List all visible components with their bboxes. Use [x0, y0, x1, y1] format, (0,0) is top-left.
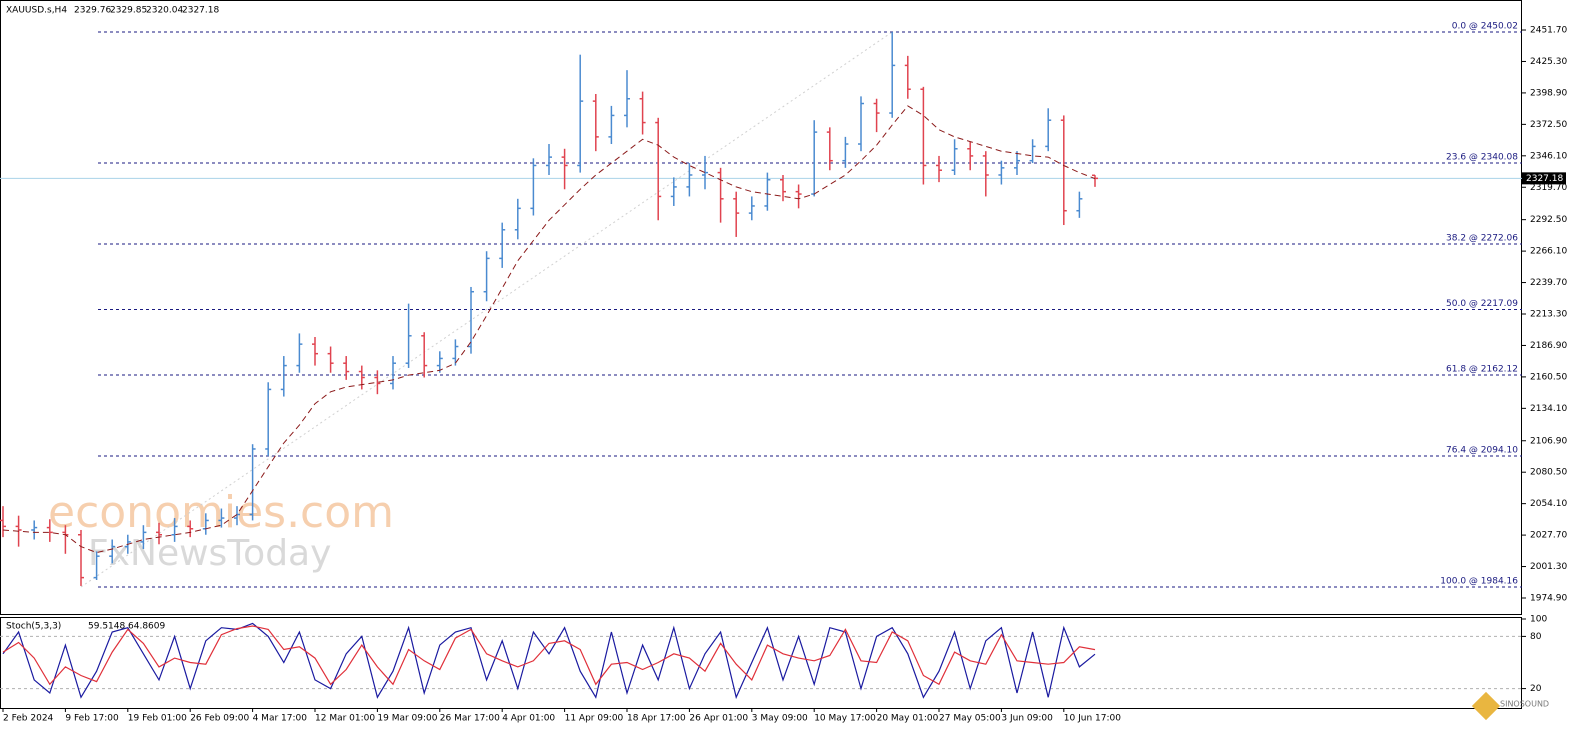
- y-tick-label: 2213.30: [1530, 310, 1567, 320]
- fib-label: 61.8 @ 2162.12: [1446, 364, 1518, 374]
- y-tick-label: 2346.10: [1530, 151, 1567, 161]
- x-tick-label: 3 Jun 09:00: [1001, 714, 1053, 724]
- y-tick-label: 2134.10: [1530, 404, 1567, 414]
- header-low: 2320.04: [146, 6, 183, 16]
- y-tick-label: 2372.50: [1530, 120, 1567, 130]
- x-tick-label: 9 Feb 17:00: [65, 714, 119, 724]
- x-tick-label: 20 May 01:00: [877, 714, 939, 724]
- y-tick-label: 2080.50: [1530, 468, 1567, 478]
- header-high: 2329.85: [110, 6, 147, 16]
- y-tick-label: 2319.70: [1530, 183, 1567, 193]
- y-tick-label: 100: [1530, 615, 1547, 625]
- x-tick-label: 26 Feb 09:00: [190, 714, 249, 724]
- y-tick-label: 2239.70: [1530, 278, 1567, 288]
- logo-text: SINOSOUND: [1500, 700, 1549, 709]
- price-label: 2327.18: [1526, 174, 1563, 184]
- y-tick-label: 2027.70: [1530, 531, 1567, 541]
- stoch-k-last: 59.5148: [88, 622, 125, 632]
- y-tick-label: 2160.50: [1530, 372, 1567, 382]
- fib-label: 23.6 @ 2340.08: [1446, 152, 1518, 162]
- fib-label: 38.2 @ 2272.06: [1446, 234, 1518, 244]
- fib-label: 50.0 @ 2217.09: [1446, 299, 1518, 309]
- y-tick-label: 2398.90: [1530, 88, 1567, 98]
- x-tick-label: 18 Apr 17:00: [627, 714, 686, 724]
- y-tick-label: 20: [1530, 684, 1542, 694]
- y-tick-label: 2001.30: [1530, 562, 1567, 572]
- stoch-pane: [0, 617, 1522, 709]
- y-tick-label: 2054.10: [1530, 499, 1567, 509]
- x-tick-label: 19 Feb 01:00: [128, 714, 187, 724]
- stoch-line: [2, 625, 1096, 686]
- x-tick-label: 10 May 17:00: [814, 714, 876, 724]
- x-tick-label: 3 May 09:00: [752, 714, 808, 724]
- y-tick-label: 2292.50: [1530, 215, 1567, 225]
- x-tick-label: 2 Feb 2024: [3, 714, 54, 724]
- stoch-line: [2, 622, 1096, 700]
- header-open: 2329.76: [74, 6, 111, 16]
- x-tick-label: 11 Apr 09:00: [565, 714, 624, 724]
- header-close: 2327.18: [182, 6, 219, 16]
- fib-label: 100.0 @ 1984.16: [1440, 576, 1518, 586]
- x-tick-label: 27 May 05:00: [939, 714, 1001, 724]
- y-tick-label: 1974.90: [1530, 593, 1567, 603]
- x-tick-label: 4 Mar 17:00: [253, 714, 308, 724]
- y-tick-label: 2186.90: [1530, 341, 1567, 351]
- main-pane: [0, 0, 1522, 615]
- fib-label: 0.0 @ 2450.02: [1452, 22, 1518, 32]
- stoch-title: Stoch(5,3,3): [6, 622, 61, 632]
- stoch-d-last: 64.8609: [128, 622, 165, 632]
- symbol-title: XAUUSD.s,H4: [6, 6, 67, 16]
- y-tick-label: 2266.10: [1530, 247, 1567, 257]
- x-tick-label: 4 Apr 01:00: [502, 714, 555, 724]
- y-tick-label: 2451.70: [1530, 26, 1567, 36]
- y-tick-label: 2425.30: [1530, 57, 1567, 67]
- fib-label: 76.4 @ 2094.10: [1446, 445, 1518, 455]
- x-tick-label: 26 Apr 01:00: [689, 714, 748, 724]
- x-tick-label: 19 Mar 09:00: [377, 714, 437, 724]
- moving-average: [2, 105, 1096, 554]
- price-label-box: [1522, 172, 1566, 185]
- fib-trendline: [80, 31, 893, 588]
- x-tick-label: 12 Mar 01:00: [315, 714, 375, 724]
- watermark: FxNewsToday: [88, 533, 331, 574]
- y-tick-label: 2106.90: [1530, 436, 1567, 446]
- x-tick-label: 26 Mar 17:00: [440, 714, 500, 724]
- y-tick-label: 80: [1530, 632, 1542, 642]
- logo-icon: [1471, 691, 1501, 721]
- x-tick-label: 10 Jun 17:00: [1064, 714, 1121, 724]
